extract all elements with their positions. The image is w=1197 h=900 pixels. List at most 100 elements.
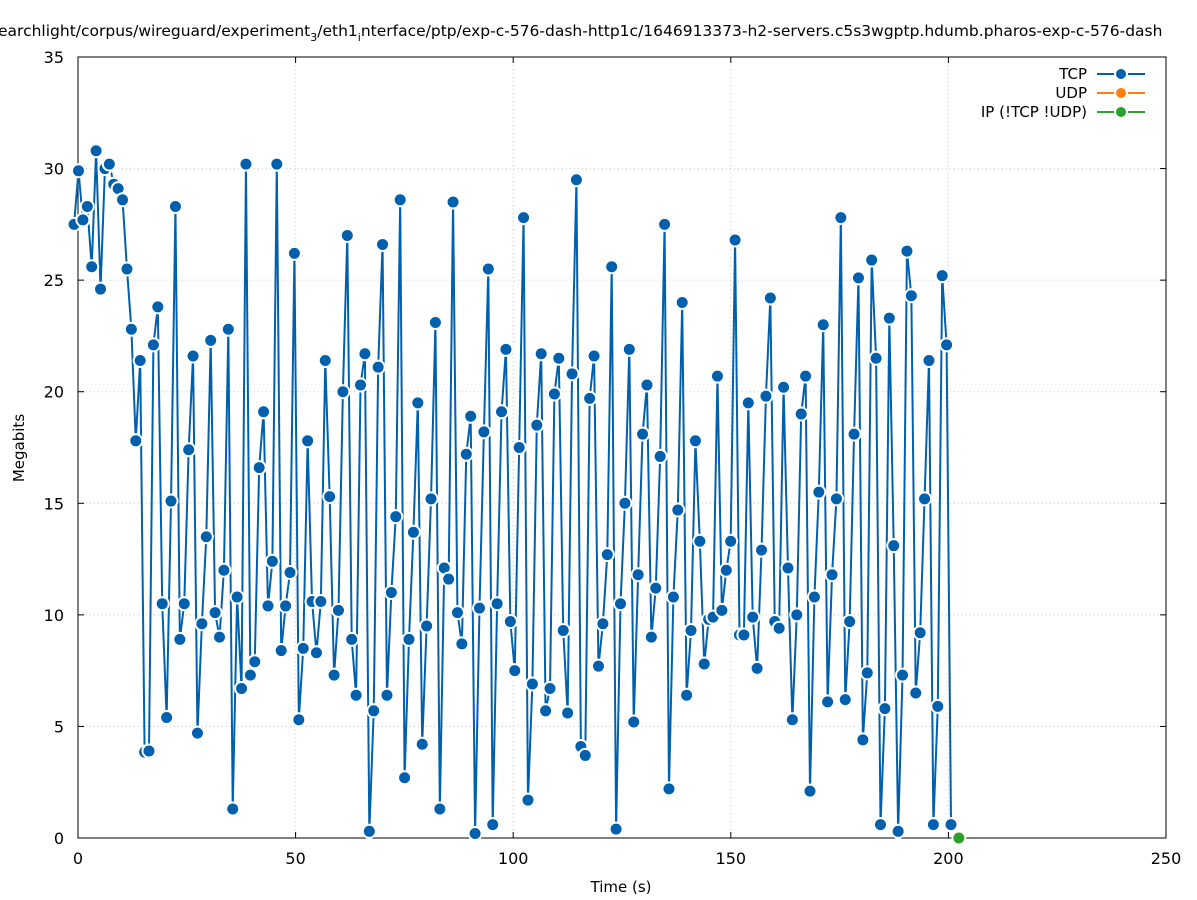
data-point — [542, 680, 558, 696]
data-point — [145, 337, 161, 353]
data-point — [595, 616, 611, 632]
x-tick-label: 50 — [285, 849, 305, 868]
data-point — [467, 826, 483, 842]
data-point — [749, 660, 765, 676]
data-point — [577, 747, 593, 763]
data-point — [621, 341, 637, 357]
data-point — [815, 317, 831, 333]
data-point — [93, 281, 109, 297]
data-point — [414, 736, 430, 752]
data-point — [119, 261, 135, 277]
series-layer — [66, 143, 967, 846]
data-point — [163, 493, 179, 509]
x-tick-label: 0 — [73, 849, 83, 868]
data-point — [79, 199, 95, 215]
y-tick-label: 30 — [44, 160, 64, 179]
data-point — [308, 645, 324, 661]
data-point — [101, 156, 117, 172]
data-point — [498, 341, 514, 357]
data-point — [361, 823, 377, 839]
data-point — [454, 636, 470, 652]
y-tick-label: 25 — [44, 271, 64, 290]
data-point — [687, 433, 703, 449]
data-point — [811, 484, 827, 500]
data-point — [397, 770, 413, 786]
data-point — [864, 252, 880, 268]
data-point — [229, 589, 245, 605]
data-point — [652, 448, 668, 464]
data-point — [925, 817, 941, 833]
data-point — [123, 321, 139, 337]
data-point — [432, 801, 448, 817]
data-point — [132, 352, 148, 368]
data-point — [683, 622, 699, 638]
data-point — [921, 352, 937, 368]
data-point — [665, 589, 681, 605]
data-point — [128, 433, 144, 449]
data-point — [555, 622, 571, 638]
data-point — [115, 192, 131, 208]
data-point — [260, 598, 276, 614]
data-point — [75, 212, 91, 228]
data-point — [485, 817, 501, 833]
data-point — [657, 216, 673, 232]
data-point — [789, 607, 805, 623]
data-point — [247, 654, 263, 670]
data-point — [185, 348, 201, 364]
data-point — [370, 359, 386, 375]
data-point — [859, 665, 875, 681]
data-point — [745, 609, 761, 625]
data-point — [511, 440, 527, 455]
data-point — [617, 495, 633, 511]
data-point — [951, 830, 967, 846]
data-point — [850, 270, 866, 286]
legend-marker — [1114, 105, 1128, 119]
data-point — [366, 703, 382, 719]
data-point — [643, 629, 659, 645]
data-point — [793, 406, 809, 422]
data-point — [167, 199, 183, 215]
data-point — [943, 817, 959, 833]
plot-border — [77, 56, 1167, 839]
data-point — [427, 315, 443, 331]
data-point — [828, 491, 844, 507]
data-point — [784, 712, 800, 728]
data-point — [234, 680, 250, 696]
data-point — [88, 143, 104, 159]
data-point — [833, 210, 849, 226]
data-point — [727, 232, 743, 248]
data-point — [890, 823, 906, 839]
data-point — [630, 567, 646, 583]
data-point — [339, 228, 355, 244]
data-point — [674, 294, 690, 310]
data-point — [754, 542, 770, 558]
y-tick-label: 35 — [44, 48, 64, 67]
data-point — [357, 346, 373, 362]
data-point — [736, 627, 752, 643]
data-point — [842, 614, 858, 630]
y-tick-label: 0 — [54, 829, 64, 848]
data-point — [181, 442, 197, 458]
data-point — [604, 259, 620, 275]
data-point — [762, 290, 778, 306]
data-point — [401, 631, 417, 647]
data-point — [903, 288, 919, 304]
data-point — [590, 658, 606, 674]
data-point — [820, 694, 836, 710]
data-point — [899, 243, 915, 259]
data-point — [353, 377, 369, 393]
data-point — [410, 395, 426, 411]
data-point — [709, 368, 725, 384]
data-point — [718, 562, 734, 578]
data-point — [798, 368, 814, 384]
data-point — [546, 386, 562, 402]
x-axis-label: Time (s) — [590, 878, 652, 896]
data-point — [278, 598, 294, 614]
data-point — [194, 616, 210, 632]
data-point — [445, 194, 461, 210]
data-point — [225, 801, 241, 817]
data-point — [582, 390, 598, 406]
data-point — [520, 792, 536, 808]
data-point — [608, 821, 624, 837]
